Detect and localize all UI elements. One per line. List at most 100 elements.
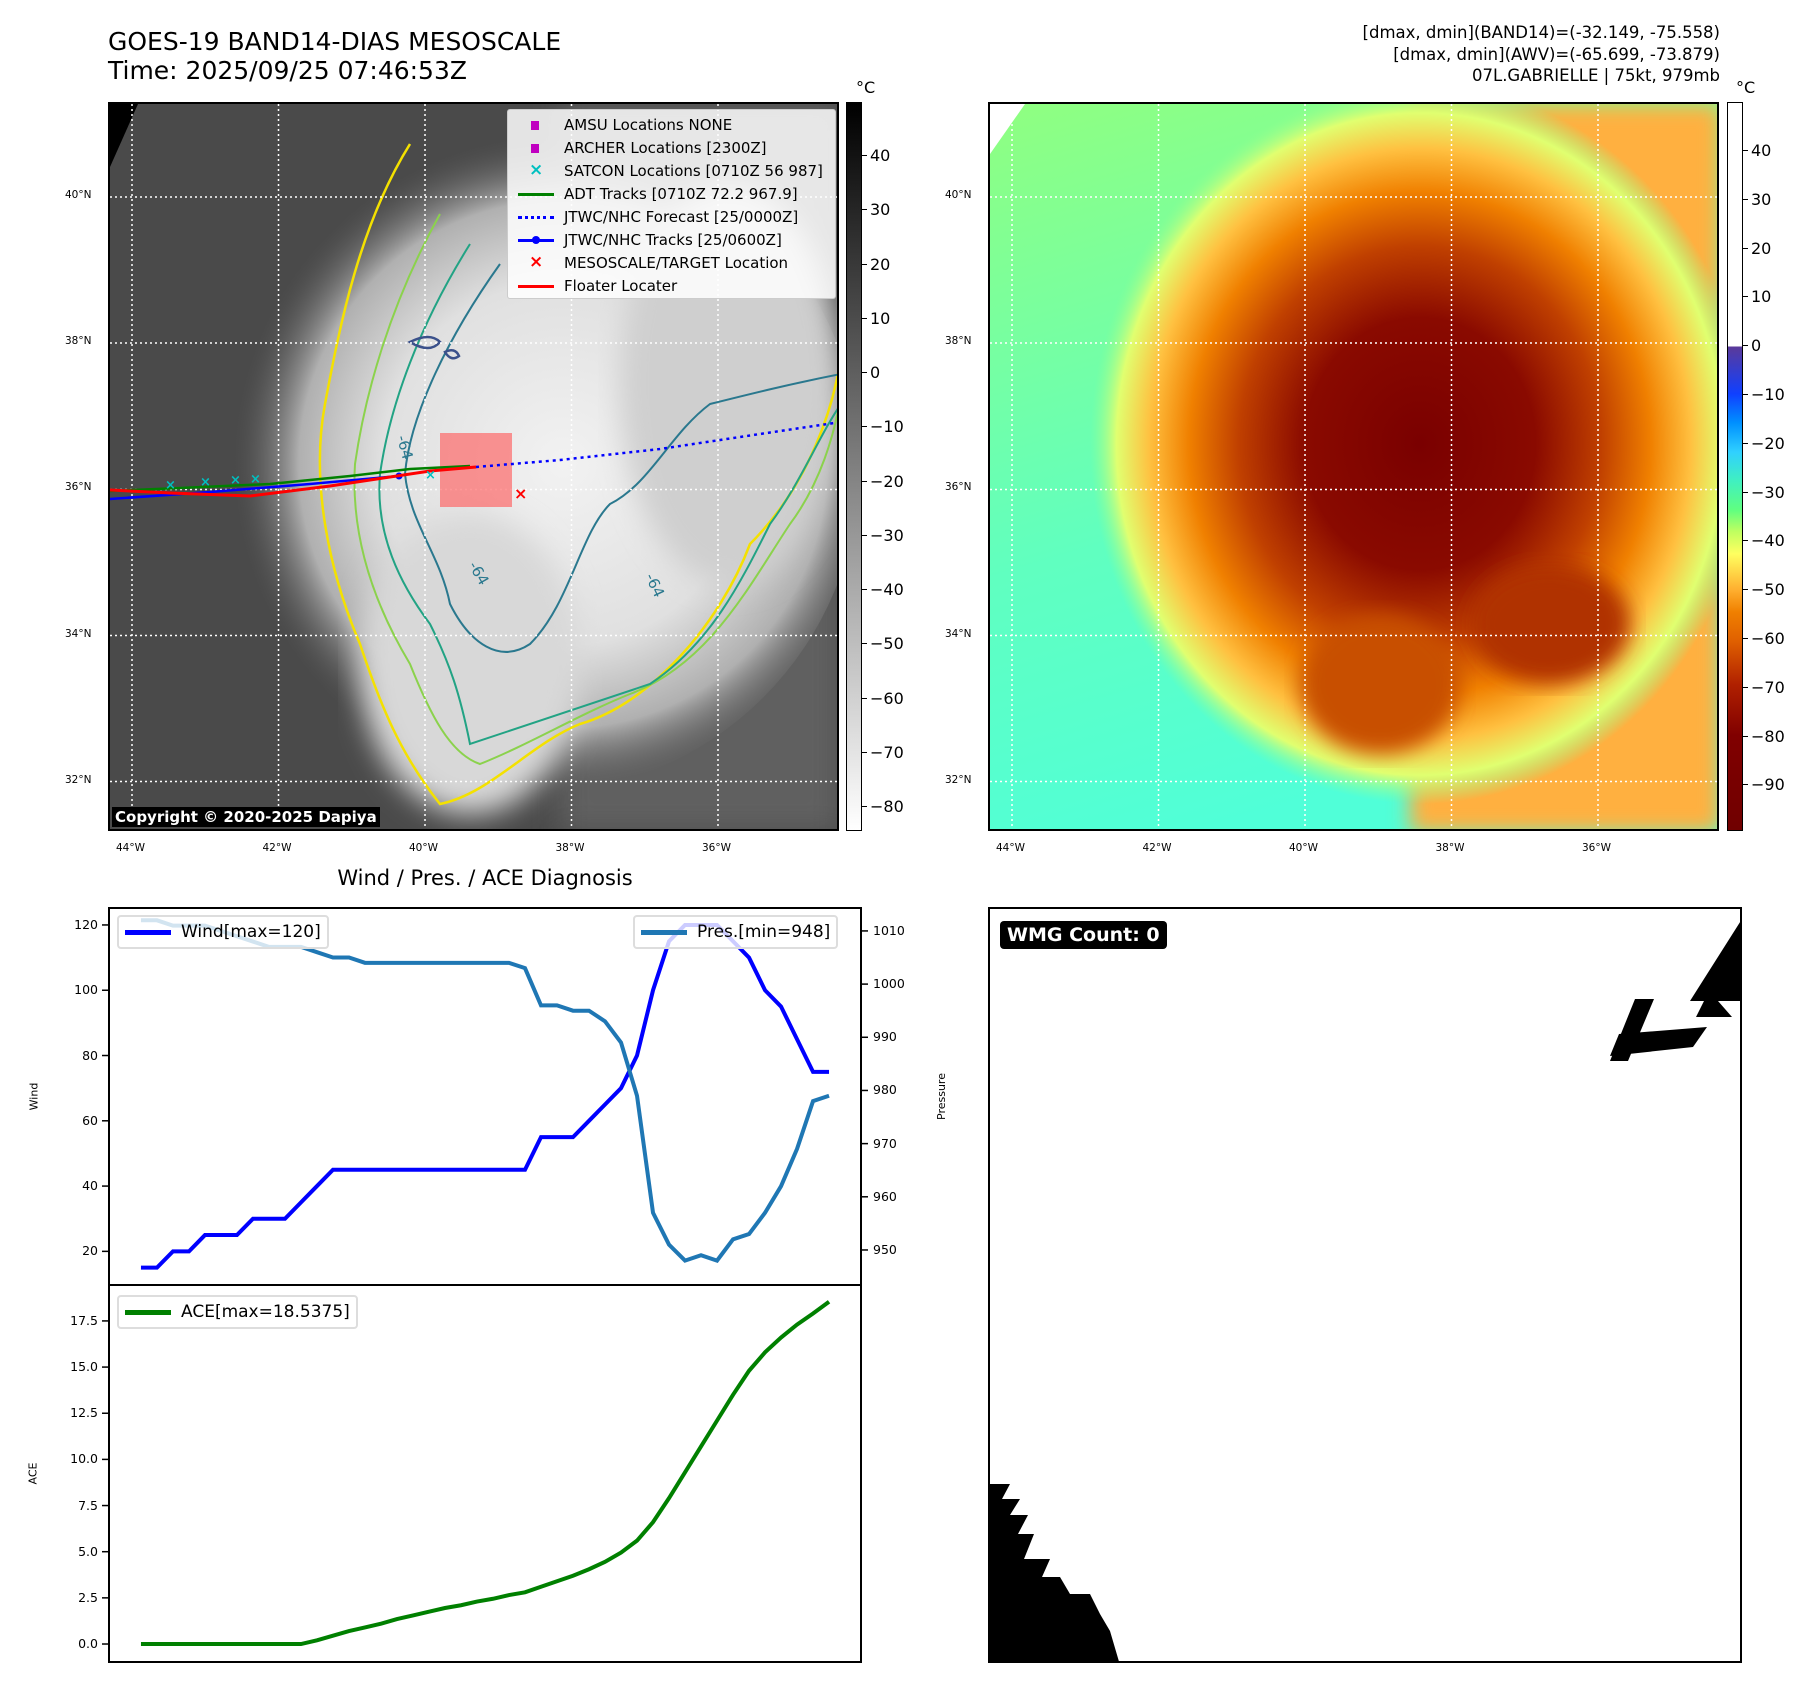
adt-track <box>110 464 471 493</box>
map-legend: AMSU Locations NONE ARCHER Locations [230… <box>507 109 836 299</box>
colorbar1-tick: 10 <box>861 308 891 328</box>
pressure-tick-label: 990 <box>873 1029 897 1045</box>
colorbar1-unit: °C <box>856 78 876 97</box>
lon-tick-label: 44°W <box>116 842 145 854</box>
pressure-line <box>140 918 830 1263</box>
colorbar1-tick: −20 <box>862 471 904 491</box>
ace-legend-label: ACE[max=18.5375] <box>181 1302 350 1322</box>
lon-tick-label: 38°W <box>555 842 585 854</box>
legend-x-icon: × <box>529 159 544 180</box>
colorbar1-tick: −80 <box>862 797 904 816</box>
colorbar1-tick: −30 <box>862 525 904 545</box>
lat-tick-label: 34°N <box>945 627 972 640</box>
colorbar-band14 <box>846 102 862 831</box>
ace-line <box>140 1300 831 1647</box>
pressure-tick-label: 1010 <box>873 922 905 938</box>
copyright-label: Copyright © 2020-2025 Dapiya <box>112 807 380 827</box>
legend-item: AMSU Locations NONE <box>518 113 835 136</box>
colorbar2-tick: 30 <box>1742 189 1772 209</box>
colorbar2-tick: −50 <box>1743 580 1785 600</box>
awv-map-panel <box>988 102 1719 831</box>
legend-label: MESOSCALE/TARGET Location <box>564 253 789 272</box>
colorbar1-tick: 40 <box>861 146 891 165</box>
wind-tick-label: 80 <box>82 1047 98 1063</box>
lon-tick-label: 42°W <box>262 842 292 854</box>
colorbar2-tick: −90 <box>1743 775 1785 795</box>
wind-axis-label: Wind <box>27 1082 41 1111</box>
lon-tick-label: 36°W <box>1582 842 1611 854</box>
colorbar1-tick: −50 <box>862 634 904 654</box>
legend-item: Floater Locater <box>518 274 835 297</box>
lon-tick-label: 38°W <box>1435 842 1465 854</box>
wind-legend-label: Wind[max=120] <box>181 922 321 942</box>
colorbar2-tick: 0 <box>1742 336 1762 356</box>
legend-dotted-icon <box>518 210 554 224</box>
colorbar2-tick: −80 <box>1743 726 1785 746</box>
lat-tick-label: 32°N <box>945 773 972 786</box>
wind-tick-label: 40 <box>82 1178 98 1194</box>
pressure-tick-label: 950 <box>873 1241 897 1257</box>
wind-line <box>140 922 830 1270</box>
awv-stats: [dmax, dmin](AWV)=(-65.699, -73.879) <box>1393 44 1720 64</box>
colorbar2-unit: °C <box>1736 78 1756 97</box>
colorbar2-tick: 40 <box>1742 141 1772 160</box>
lat-tick-label: 40°N <box>945 189 972 201</box>
lat-tick-label: 40°N <box>65 189 92 201</box>
ace-tick-label: 15.0 <box>70 1359 98 1375</box>
title-line-2: Time: 2025/09/25 07:46:53Z <box>108 56 467 85</box>
ace-tick-label: 12.5 <box>70 1405 98 1421</box>
svg-text:×: × <box>425 468 436 483</box>
ace-tick-label: 5.0 <box>78 1543 98 1559</box>
svg-text:×: × <box>165 478 176 493</box>
wind-tick-label: 20 <box>82 1243 98 1259</box>
lon-tick-label: 42°W <box>1142 842 1172 854</box>
legend-label: Floater Locater <box>564 276 678 295</box>
target-location-marker: × <box>514 484 527 503</box>
pressure-tick-label: 970 <box>873 1135 897 1151</box>
legend-item: JTWC/NHC Tracks [25/0600Z] <box>518 228 835 251</box>
colorbar1-tick: −70 <box>862 742 904 762</box>
colorbar1-tick: 20 <box>861 254 891 274</box>
lon-tick-label: 40°W <box>409 842 438 854</box>
legend-line-icon <box>518 187 554 201</box>
lat-tick-label: 34°N <box>65 627 92 640</box>
figure-title: GOES-19 BAND14-DIAS MESOSCALE Time: 2025… <box>108 27 561 85</box>
ace-tick-label: 0.0 <box>78 1636 98 1651</box>
lat-tick-label: 32°N <box>65 773 92 786</box>
legend-item: ARCHER Locations [2300Z] <box>518 136 835 159</box>
lon-tick-label: 40°W <box>1289 842 1318 854</box>
band14-stats: [dmax, dmin](BAND14)=(-32.149, -75.558) <box>1362 23 1720 42</box>
legend-line-dot-icon <box>518 233 554 247</box>
wmg-count-badge: WMG Count: 0 <box>1000 921 1167 949</box>
ace-panel <box>108 1284 862 1663</box>
no-data-corner <box>110 104 138 167</box>
pressure-legend: Pres.[min=948] <box>633 915 839 949</box>
colorbar1-tick: −60 <box>862 688 904 708</box>
wmg-shapes <box>990 922 1740 1661</box>
pressure-axis-label: Pressure <box>934 1073 948 1120</box>
colorbar2-tick: −10 <box>1743 385 1785 404</box>
colorbar1-tick: 30 <box>861 200 891 220</box>
jtwc-forecast <box>475 421 837 469</box>
contour-core <box>407 335 461 360</box>
pressure-tick-label: 980 <box>873 1082 897 1098</box>
colorbar1-tick: −40 <box>862 580 904 599</box>
floater-track <box>110 465 477 498</box>
jtwc-track <box>110 474 400 501</box>
colorbar2-tick: −40 <box>1743 531 1785 551</box>
legend-label: JTWC/NHC Forecast [25/0000Z] <box>564 207 799 226</box>
awv-map-image <box>990 104 1717 829</box>
legend-item: × MESOSCALE/TARGET Location <box>518 251 835 274</box>
ace-axis-label: ACE <box>26 1462 40 1485</box>
legend-label: ARCHER Locations [2300Z] <box>564 138 767 157</box>
colorbar1-tick: 0 <box>861 363 881 382</box>
legend-item: ADT Tracks [0710Z 72.2 967.9] <box>518 182 835 205</box>
legend-label: AMSU Locations NONE <box>564 115 733 134</box>
map-gridlines <box>990 104 1717 829</box>
colorbar2-tick: 20 <box>1742 238 1772 258</box>
wind-legend-swatch <box>125 929 171 935</box>
legend-x-icon: × <box>529 251 544 272</box>
legend-line-icon <box>518 279 554 293</box>
contour-blue <box>403 263 837 653</box>
pressure-legend-label: Pres.[min=948] <box>697 922 831 942</box>
